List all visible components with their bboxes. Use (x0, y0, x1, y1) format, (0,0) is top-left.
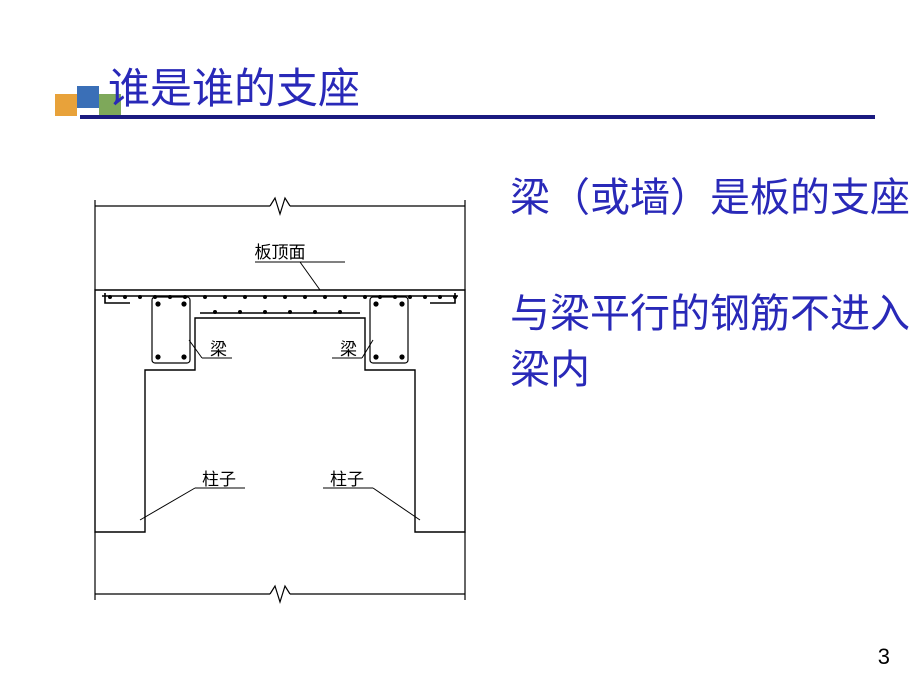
side-text-block: 梁（或墙）是板的支座 与梁平行的钢筋不进入梁内 (510, 170, 910, 398)
svg-text:梁: 梁 (210, 340, 227, 359)
svg-text:梁: 梁 (340, 340, 357, 359)
label-column-left: 柱子 (140, 470, 245, 520)
structure-outline (95, 290, 465, 532)
svg-text:柱子: 柱子 (330, 470, 364, 489)
svg-text:板顶面: 板顶面 (255, 243, 306, 262)
slide-title: 谁是谁的支座 (108, 55, 360, 116)
page-number: 3 (878, 644, 890, 670)
structural-diagram: 板顶面 梁 梁 柱子 柱子 (80, 190, 480, 610)
side-text-line1: 梁（或墙）是板的支座 (510, 170, 910, 226)
accent-square-1 (55, 94, 77, 116)
svg-text:柱子: 柱子 (202, 470, 236, 489)
label-column-right: 柱子 (323, 470, 420, 520)
accent-square-2 (77, 86, 99, 108)
side-text-line2: 与梁平行的钢筋不进入梁内 (510, 286, 910, 398)
label-top-surface: 板顶面 (255, 243, 346, 290)
